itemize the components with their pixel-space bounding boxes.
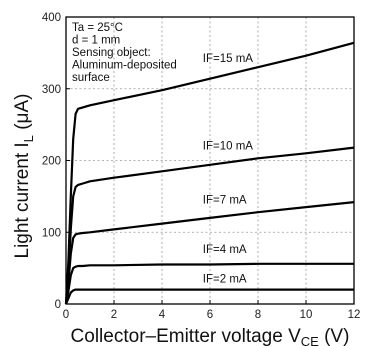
series-label-4: IF=2 mA (203, 273, 247, 285)
series-label-0: IF=15 mA (203, 53, 254, 65)
x-tick-label-4: 4 (159, 309, 166, 321)
x-axis-label: Collector–Emitter voltage VCE (V) (71, 326, 350, 346)
condition-line-2: Sensing object: (72, 47, 151, 59)
x-tick-label-10: 10 (300, 309, 313, 321)
y-tick-label-400: 400 (42, 12, 61, 24)
y-tick-label-100: 100 (42, 227, 61, 239)
curve-labels: IF=15 mA IF=10 mA IF=7 mA IF=4 mA IF=2 mA (203, 53, 254, 285)
condition-line-1: d = 1 mm (72, 35, 120, 47)
y-tick-label-0: 0 (55, 299, 61, 311)
series-label-3: IF=4 mA (203, 244, 247, 256)
x-tick-label-2: 2 (111, 309, 117, 321)
condition-line-4: surface (72, 72, 110, 84)
conditions-note: Ta = 25°C d = 1 mm Sensing object: Aluminum… (72, 22, 177, 84)
condition-line-3: Aluminum-deposited (72, 60, 177, 72)
x-tick-label-0: 0 (63, 309, 69, 321)
x-tick-label-8: 8 (255, 309, 261, 321)
y-tick-label-300: 300 (42, 84, 61, 96)
y-tick-label-200: 200 (42, 156, 61, 168)
y-axis-label: Light current IL (μA) (12, 94, 36, 259)
series-label-2: IF=7 mA (203, 195, 247, 207)
x-tick-label-6: 6 (207, 309, 213, 321)
series-label-1: IF=10 mA (203, 141, 254, 153)
x-tick-label-12: 12 (348, 309, 361, 321)
condition-line-0: Ta = 25°C (72, 22, 123, 34)
